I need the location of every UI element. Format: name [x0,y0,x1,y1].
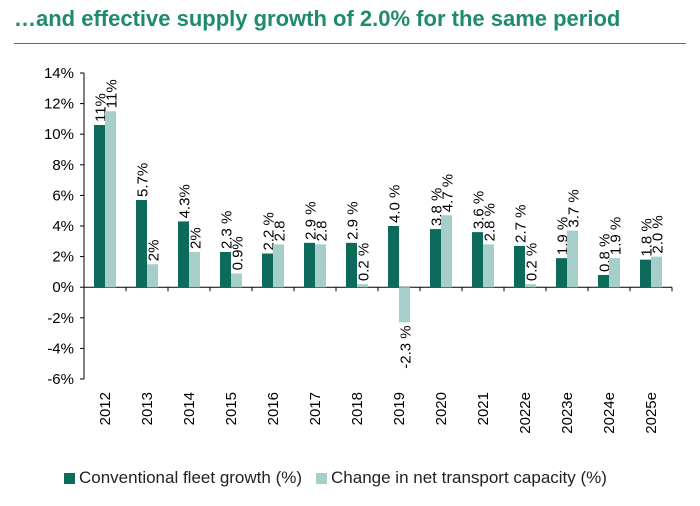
chart-legend: Conventional fleet growth (%) Change in … [64,468,621,488]
y-tick-label: 4% [52,218,74,235]
bar-net-capacity [273,244,284,288]
title-underline [14,43,686,44]
x-tick-label: 2012 [97,392,114,425]
bar-net-capacity [525,284,536,288]
legend-swatch-fleet-growth [64,472,75,484]
y-tick-label: 2% [52,249,74,266]
x-tick-label: 2013 [139,392,156,425]
bar-fleet-growth [640,259,651,288]
x-tick-label: 2014 [181,392,198,425]
bar-fleet-growth [598,274,609,288]
bar-net-capacity [609,258,620,288]
legend-label-net-capacity: Change in net transport capacity (%) [331,468,607,487]
bar-fleet-growth [472,232,483,288]
x-tick-label: 2025e [643,392,660,434]
data-label: 2% [146,240,163,262]
legend-swatch-net-capacity [316,472,328,484]
bar-net-capacity [357,284,368,288]
data-label: 5.7% [135,163,152,197]
bar-net-capacity [651,256,662,288]
y-tick-label: 0% [52,279,74,296]
bar-fleet-growth [556,258,567,288]
data-label: 0.9% [230,236,247,270]
x-tick-label: 2023e [559,392,576,434]
bar-net-capacity [441,215,452,288]
bar-net-capacity [105,111,116,288]
bar-fleet-growth [430,229,441,288]
data-label: 2.0 % [650,215,667,253]
bar-fleet-growth [220,252,231,288]
y-tick-label: 8% [52,157,74,174]
x-tick-label: 2017 [307,392,324,425]
data-label: 2.8 [272,221,289,242]
data-label: 0.2 % [524,243,541,281]
x-tick-label: 2018 [349,392,366,425]
data-label: 4.3% [177,184,194,218]
data-label: 2.3 % [219,211,236,249]
bar-fleet-growth [514,245,525,288]
x-tick-label: 2016 [265,392,282,425]
bar-fleet-growth [388,226,399,288]
bar-fleet-growth [262,253,273,288]
data-label: 2.8 % [482,203,499,241]
data-label: 2% [188,227,205,249]
legend-label-fleet-growth: Conventional fleet growth (%) [79,468,303,487]
data-label: 4.7 % [440,174,457,212]
bar-fleet-growth [136,199,147,288]
y-tick-label: -4% [47,340,74,357]
bar-net-capacity [231,273,242,288]
x-tick-label: 2021 [475,392,492,425]
bar-fleet-growth [304,242,315,288]
data-label: 2.9 % [303,201,320,239]
legend-item-fleet-growth: Conventional fleet growth (%) [64,468,302,488]
data-label: 2.7 % [513,205,530,243]
y-tick-label: 14% [44,65,74,82]
x-tick-label: 2024e [601,392,618,434]
bar-net-capacity [567,230,578,288]
bar-fleet-growth [178,221,189,288]
y-tick-label: -6% [47,371,74,388]
data-label: -2.3 % [398,325,415,368]
x-tick-label: 2019 [391,392,408,425]
bar-fleet-growth [346,242,357,288]
data-label: 1.9 % [608,217,625,255]
chart-title: …and effective supply growth of 2.0% for… [14,6,621,31]
x-tick-label: 2020 [433,392,450,425]
data-label: 2.2 % [261,212,278,250]
y-tick-label: 12% [44,96,74,113]
bar-net-capacity [483,244,494,288]
bar-net-capacity [189,252,200,288]
y-tick-label: -2% [47,310,74,327]
bar-net-capacity [147,264,158,288]
data-label: 1.8 % [639,218,656,256]
bar-net-capacity [399,287,410,323]
data-label: 4.0 % [387,185,404,223]
data-label: 2.9 % [345,201,362,239]
y-tick-label: 6% [52,187,74,204]
bar-fleet-growth [94,125,105,288]
data-label: 0.2 % [356,243,373,281]
legend-item-net-capacity: Change in net transport capacity (%) [316,468,607,488]
y-tick-label: 10% [44,126,74,143]
data-label: 2.8 [314,221,331,242]
x-tick-label: 2022e [517,392,534,434]
data-label: 11% [104,79,121,108]
x-tick-label: 2015 [223,392,240,425]
data-label: 3.6 % [471,191,488,229]
data-label: 3.7 % [566,189,583,227]
bar-chart: 14%12%10%8%6%4%2%0%-2%-4%-6%201211%11%20… [44,65,673,434]
bar-net-capacity [315,244,326,288]
